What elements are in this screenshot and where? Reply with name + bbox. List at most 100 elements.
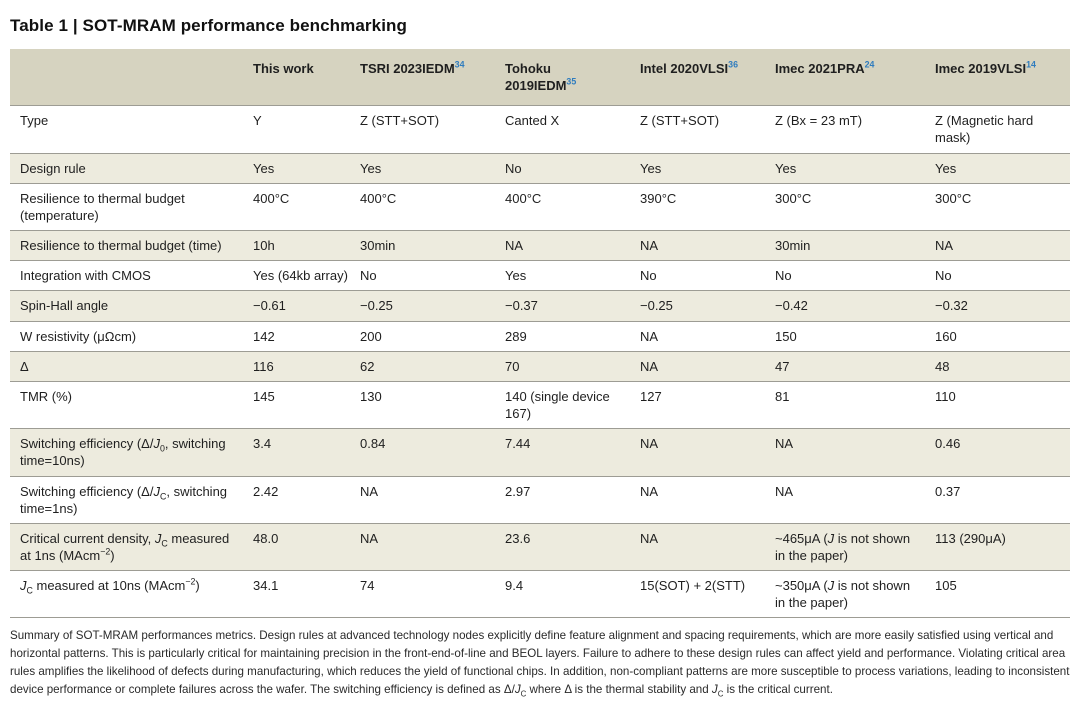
column-header-intel: Intel 2020VLSI36 <box>640 49 775 106</box>
cell: NA <box>360 483 379 499</box>
cell: 400°C <box>253 190 290 206</box>
cell: Yes <box>935 160 957 176</box>
header-row: This work TSRI 2023IEDM34 Tohoku 2019IED… <box>10 49 1070 106</box>
cell: No <box>935 268 952 284</box>
cell: 116 <box>253 358 274 374</box>
cell: 400°C <box>360 190 397 206</box>
cell: 145 <box>253 388 275 404</box>
cell: −0.25 <box>640 298 673 314</box>
cell: 9.4 <box>505 578 524 594</box>
cell: 160 <box>935 328 957 344</box>
cell: No <box>505 160 522 176</box>
cell: Y <box>253 113 262 129</box>
reference-link[interactable]: 35 <box>566 76 577 87</box>
column-header-imec-2019: Imec 2019VLSI14 <box>935 49 1070 106</box>
row-label: W resistivity (μΩcm) <box>20 328 137 344</box>
cell: 289 <box>505 328 527 344</box>
cell: NA <box>935 238 954 254</box>
cell: 34.1 <box>253 578 279 594</box>
column-header-label: Imec 2021PRA <box>775 61 865 76</box>
cell: No <box>640 268 657 284</box>
cell: NA <box>505 238 524 254</box>
column-header-label: TSRI 2023IEDM <box>360 61 455 76</box>
cell: 47 <box>775 358 790 374</box>
column-header-blank <box>10 49 253 106</box>
cell: −0.42 <box>775 298 808 314</box>
table-row-design-rule: Design rule Yes Yes No Yes Yes Yes <box>10 153 1070 184</box>
cell: NA <box>640 436 659 452</box>
cell: No <box>775 268 792 284</box>
cell: NA <box>360 530 379 546</box>
row-label: Switching efficiency (Δ/JC, switching ti… <box>20 483 228 516</box>
cell: 130 <box>360 388 382 404</box>
row-label: Switching efficiency (Δ/J0, switching ti… <box>20 436 226 469</box>
table-row-spin-hall-angle: Spin-Hall angle −0.61 −0.25 −0.37 −0.25 … <box>10 290 1070 322</box>
cell: Z (Magnetic hard mask) <box>935 113 1034 146</box>
cell: Z (Bx = 23 mT) <box>775 113 863 129</box>
cell: 48.0 <box>253 530 279 546</box>
table-row-thermal-budget-time: Resilience to thermal budget (time) 10h … <box>10 230 1070 261</box>
cell: 7.44 <box>505 436 531 452</box>
cell: No <box>360 268 377 284</box>
column-header-imec-2021: Imec 2021PRA24 <box>775 49 935 106</box>
reference-link[interactable]: 36 <box>728 59 738 70</box>
cell: −0.37 <box>505 298 538 314</box>
reference-link[interactable]: 14 <box>1026 59 1036 70</box>
table-row-type: Type Y Z (STT+SOT) Canted X Z (STT+SOT) … <box>10 105 1070 153</box>
cell: 105 <box>935 578 957 594</box>
cell: 0.84 <box>360 436 386 452</box>
cell: 0.46 <box>935 436 961 452</box>
row-label: TMR (%) <box>20 388 72 404</box>
reference-link[interactable]: 34 <box>454 59 465 70</box>
cell: Canted X <box>505 113 560 129</box>
column-header-tsri: TSRI 2023IEDM34 <box>360 49 505 106</box>
cell: Yes <box>505 268 527 284</box>
column-header-label: Tohoku 2019IEDM <box>505 61 567 94</box>
row-label: JC measured at 10ns (MAcm−2) <box>20 576 200 596</box>
cell: 140 (single device 167) <box>505 388 610 422</box>
cell: 70 <box>505 358 520 374</box>
cell: ~465μA (J is not shown in the paper) <box>775 530 911 563</box>
cell: 110 <box>935 388 956 404</box>
cell: Yes <box>640 160 662 176</box>
cell: 300°C <box>935 190 972 206</box>
cell: NA <box>640 328 659 344</box>
cell: Yes (64kb array) <box>253 268 348 284</box>
cell: NA <box>775 483 794 499</box>
cell: 30min <box>775 238 811 254</box>
cell: 10h <box>253 238 275 254</box>
cell: NA <box>775 436 794 452</box>
cell: 2.42 <box>253 483 279 499</box>
cell: −0.32 <box>935 298 968 314</box>
column-header-tohoku: Tohoku 2019IEDM35 <box>505 49 640 106</box>
cell: 113 (290μA) <box>935 530 1006 546</box>
row-label: Integration with CMOS <box>20 268 151 284</box>
table-body: Type Y Z (STT+SOT) Canted X Z (STT+SOT) … <box>10 105 1070 618</box>
cell: 3.4 <box>253 436 272 452</box>
cell: 48 <box>935 358 950 374</box>
cell: 23.6 <box>505 530 531 546</box>
cell: NA <box>640 238 659 254</box>
cell: 200 <box>360 328 382 344</box>
cell: 2.97 <box>505 483 531 499</box>
row-label: Δ <box>20 358 29 374</box>
cell: 74 <box>360 578 375 594</box>
reference-link[interactable]: 24 <box>864 59 875 70</box>
cell: 390°C <box>640 190 677 206</box>
cell: −0.61 <box>253 298 286 314</box>
cell: 0.37 <box>935 483 961 499</box>
row-label: Type <box>20 113 49 129</box>
cell: Z (STT+SOT) <box>360 113 440 129</box>
cell: 62 <box>360 358 375 374</box>
cell: 15(SOT) + 2(STT) <box>640 578 746 594</box>
table-footnote: Summary of SOT-MRAM performances metrics… <box>10 629 1070 699</box>
column-header-label: This work <box>253 61 314 76</box>
cell: NA <box>640 483 659 499</box>
table-title: Table 1 | SOT-MRAM performance benchmark… <box>10 16 407 35</box>
table-row-delta: Δ 116 62 70 NA 47 48 <box>10 351 1070 382</box>
cell: Yes <box>360 160 382 176</box>
table-row-cmos-integration: Integration with CMOS Yes (64kb array) N… <box>10 260 1070 291</box>
cell: 127 <box>640 388 662 404</box>
row-label: Spin-Hall angle <box>20 298 109 314</box>
